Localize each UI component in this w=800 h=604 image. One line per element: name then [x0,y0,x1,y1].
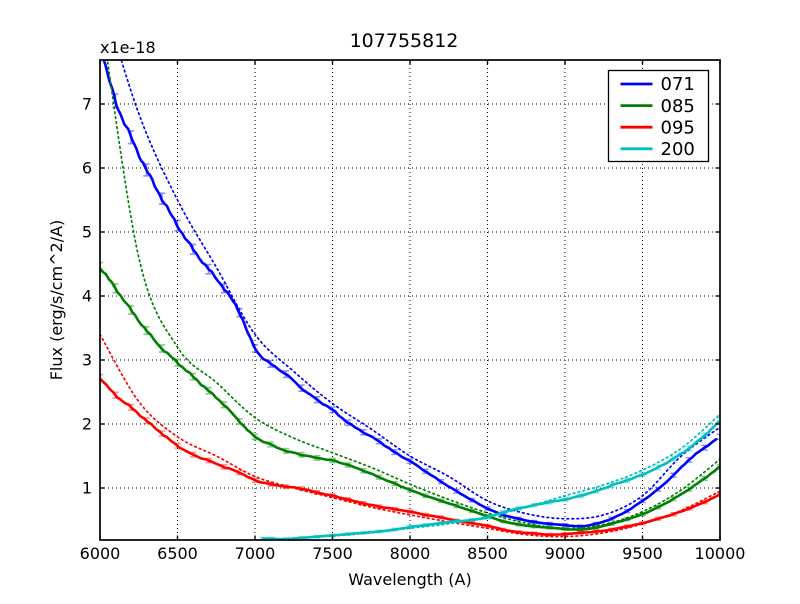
x-tick-label: 7000 [235,544,276,563]
series-071-model-line [120,60,720,520]
legend-entry-071: 071 [620,74,695,95]
y-tick-label: 7 [82,95,92,114]
chart-title: 107755812 [350,30,459,52]
legend-entry-085: 085 [620,96,695,117]
legend-label-095: 095 [661,117,695,138]
y-tick-label: 1 [82,479,92,498]
x-tick-label: 6000 [80,544,121,563]
x-tick-label: 9000 [545,544,586,563]
y-tick-label: 4 [82,287,92,306]
y-tick-label: 3 [82,351,92,370]
x-tick-label: 7500 [312,544,353,563]
series-layer [100,60,720,540]
legend-entry-095: 095 [620,117,695,138]
legend-label-200: 200 [661,139,695,160]
series-200-errorbars [259,417,720,540]
x-tick-label: 10000 [695,544,746,563]
y-tick-label: 2 [82,415,92,434]
y-tick-label: 5 [82,223,92,242]
series-071-line [102,60,718,528]
y-axis-offset-label: x1e-18 [100,38,156,57]
x-axis-label: Wavelength (A) [348,570,471,589]
y-tick-label: 6 [82,159,92,178]
legend-box [607,69,710,163]
series-095-model-line [100,333,720,538]
legend-label-071: 071 [661,74,695,95]
x-tick-label: 9500 [622,544,663,563]
series-095-line [100,377,720,537]
axes-chrome-layer: 6000 6500 7000 7500 8000 8500 9000 9500 10000 1 2 3… [80,59,746,563]
series-085-line [100,266,720,531]
x-tick-label: 8000 [390,544,431,563]
legend-label-085: 085 [661,96,695,117]
x-tick-label: 6500 [157,544,198,563]
legend-entry-200: 200 [620,139,695,160]
y-axis-label: Flux (erg/s/cm^2/A) [47,220,66,381]
x-tick-label: 8500 [467,544,508,563]
series-085-model-line [106,60,720,530]
